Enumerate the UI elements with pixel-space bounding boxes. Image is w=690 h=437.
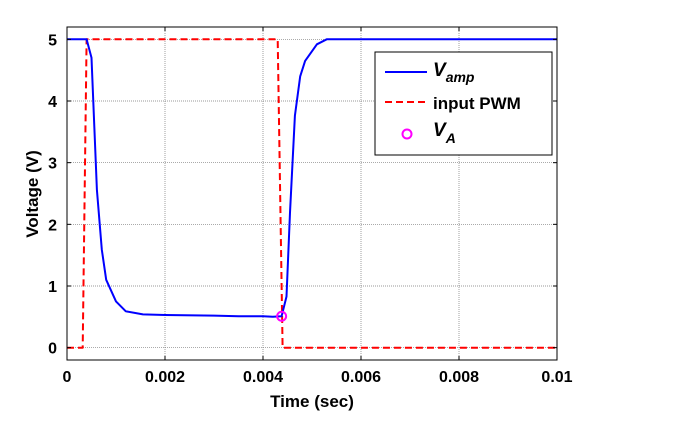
series-layer: [67, 38, 557, 349]
x-tick-label: 0.004: [243, 369, 283, 386]
y-tick-label: 4: [48, 94, 57, 111]
y-tick-label: 0: [48, 341, 57, 358]
x-tick-label: 0.01: [541, 369, 572, 386]
axes-box: [66, 26, 558, 361]
x-tick-label: 0.008: [439, 369, 479, 386]
y-axis-label: Voltage (V): [23, 150, 42, 238]
legend-label-va: VA: [433, 120, 456, 146]
legend-label-vamp: Vamp: [433, 60, 475, 85]
x-tick-label: 0: [63, 369, 72, 386]
y-tick-label: 3: [48, 156, 57, 173]
x-tick-label: 0.006: [341, 369, 381, 386]
ticks: 0 0.002 0.004 0.006 0.008 0.01 0 1 2 3 4 5: [48, 27, 573, 386]
legend-marker-va: [401, 128, 413, 140]
pwm-line: [67, 38, 557, 349]
va-marker: [276, 310, 288, 322]
vamp-line: [67, 38, 557, 318]
x-tick-label: 0.002: [145, 369, 185, 386]
y-tick-label: 1: [48, 279, 57, 296]
legend: Vamp input PWM VA: [374, 51, 553, 156]
x-axis-label: Time (sec): [270, 392, 354, 411]
y-tick-label: 2: [48, 217, 57, 234]
legend-label-pwm: input PWM: [433, 94, 521, 113]
y-tick-label: 5: [48, 32, 57, 49]
